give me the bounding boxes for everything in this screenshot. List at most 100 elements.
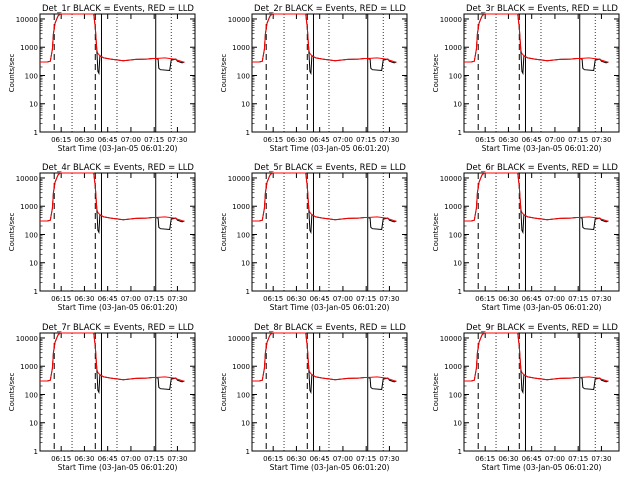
x-tick-label: 07:00 xyxy=(545,136,565,144)
x-axis-label: Start Time (03-Jan-05 06:01:20) xyxy=(58,303,178,312)
x-tick-label: 07:15 xyxy=(144,455,164,463)
x-axis-label: Start Time (03-Jan-05 06:01:20) xyxy=(482,463,602,472)
y-tick-label: 10 xyxy=(453,260,462,268)
y-tick-label: 1000 xyxy=(20,44,38,52)
y-tick-label: 100 xyxy=(449,72,462,80)
y-tick-label: 10000 xyxy=(228,16,250,24)
x-tick-label: 07:00 xyxy=(545,295,565,303)
y-tick-label: 1 xyxy=(34,288,38,296)
y-axis-label: Counts/sec xyxy=(8,213,16,252)
x-tick-label: 06:15 xyxy=(263,295,283,303)
x-tick-label: 07:30 xyxy=(167,136,187,144)
events-series-line xyxy=(252,172,397,235)
x-tick-label: 07:00 xyxy=(545,455,565,463)
x-tick-label: 06:30 xyxy=(286,455,306,463)
x-tick-label: 06:45 xyxy=(310,295,330,303)
y-tick-label: 10 xyxy=(453,101,462,109)
y-axis-label: Counts/sec xyxy=(432,213,440,252)
y-axis-label: Counts/sec xyxy=(220,213,228,252)
y-tick-label: 1000 xyxy=(232,203,250,211)
y-tick-label: 1000 xyxy=(20,203,38,211)
y-tick-label: 10 xyxy=(29,260,38,268)
x-tick-label: 06:45 xyxy=(522,136,542,144)
x-tick-label: 06:30 xyxy=(286,295,306,303)
y-tick-label: 100 xyxy=(237,391,250,399)
plot-frame xyxy=(39,332,196,452)
x-tick-label: 06:30 xyxy=(74,455,94,463)
x-axis-label: Start Time (03-Jan-05 06:01:20) xyxy=(482,144,602,153)
plot-frame xyxy=(463,172,620,292)
lld-series-line xyxy=(252,13,397,63)
x-tick-label: 06:45 xyxy=(522,295,542,303)
y-tick-label: 100 xyxy=(237,72,250,80)
y-tick-label: 10 xyxy=(29,420,38,428)
y-tick-label: 10000 xyxy=(228,175,250,183)
events-series-line xyxy=(464,332,609,395)
x-tick-label: 07:00 xyxy=(333,136,353,144)
chart-panel: Det_3r BLACK = Events, RED = LLD 1 10 100 10… xyxy=(432,4,620,153)
x-tick-label: 06:45 xyxy=(310,136,330,144)
y-tick-label: 1000 xyxy=(20,363,38,371)
x-axis-label: Start Time (03-Jan-05 06:01:20) xyxy=(482,303,602,312)
plot-frame xyxy=(251,172,408,292)
y-tick-label: 10000 xyxy=(16,175,38,183)
x-tick-label: 07:15 xyxy=(356,136,376,144)
y-tick-label: 1 xyxy=(458,448,462,456)
chart-panel: Det_5r BLACK = Events, RED = LLD 1 10 100 10… xyxy=(220,163,408,312)
chart-title: Det_9r BLACK = Events, RED = LLD xyxy=(466,323,618,333)
x-tick-label: 06:45 xyxy=(522,455,542,463)
x-tick-label: 07:30 xyxy=(591,455,611,463)
x-tick-label: 07:00 xyxy=(121,136,141,144)
y-tick-label: 1 xyxy=(458,129,462,137)
x-tick-label: 07:15 xyxy=(144,136,164,144)
x-axis-label: Start Time (03-Jan-05 06:01:20) xyxy=(270,144,390,153)
lld-series-line xyxy=(40,332,185,382)
x-tick-label: 07:30 xyxy=(379,295,399,303)
x-tick-label: 06:45 xyxy=(310,455,330,463)
x-tick-label: 07:15 xyxy=(356,455,376,463)
y-tick-label: 10000 xyxy=(440,16,462,24)
x-tick-label: 06:15 xyxy=(51,295,71,303)
y-tick-label: 1 xyxy=(246,129,250,137)
plot-frame xyxy=(39,13,196,133)
chart-panel: Det_6r BLACK = Events, RED = LLD 1 10 100 10… xyxy=(432,163,620,312)
x-tick-label: 07:30 xyxy=(379,455,399,463)
chart-panel: Det_8r BLACK = Events, RED = LLD 1 10 100 10… xyxy=(220,323,408,472)
x-tick-label: 06:30 xyxy=(498,455,518,463)
x-tick-label: 06:30 xyxy=(74,295,94,303)
x-tick-label: 06:15 xyxy=(475,295,495,303)
y-tick-label: 100 xyxy=(237,231,250,239)
y-tick-label: 100 xyxy=(25,391,38,399)
y-tick-label: 10000 xyxy=(440,175,462,183)
y-axis-label: Counts/sec xyxy=(432,373,440,412)
y-tick-label: 100 xyxy=(449,391,462,399)
x-tick-label: 06:15 xyxy=(475,136,495,144)
chart-title: Det_1r BLACK = Events, RED = LLD xyxy=(42,4,194,14)
y-tick-label: 10 xyxy=(453,420,462,428)
y-axis-label: Counts/sec xyxy=(220,373,228,412)
chart-title: Det_5r BLACK = Events, RED = LLD xyxy=(254,163,406,173)
chart-panel: Det_9r BLACK = Events, RED = LLD 1 10 100 10… xyxy=(432,323,620,472)
x-tick-label: 07:15 xyxy=(356,295,376,303)
lld-series-line xyxy=(40,13,185,63)
x-tick-label: 06:45 xyxy=(98,295,118,303)
lld-series-line xyxy=(252,332,397,382)
y-tick-label: 1 xyxy=(246,448,250,456)
events-series-line xyxy=(464,13,609,76)
x-axis-label: Start Time (03-Jan-05 06:01:20) xyxy=(270,303,390,312)
chart-panel: Det_1r BLACK = Events, RED = LLD 1 10 100 10… xyxy=(8,4,196,153)
lld-series-line xyxy=(40,172,185,222)
plot-frame xyxy=(251,332,408,452)
y-tick-label: 1 xyxy=(458,288,462,296)
events-series-line xyxy=(252,13,397,76)
x-tick-label: 06:15 xyxy=(263,136,283,144)
chart-title: Det_2r BLACK = Events, RED = LLD xyxy=(254,4,406,14)
y-tick-label: 10000 xyxy=(16,16,38,24)
chart-panel: Det_4r BLACK = Events, RED = LLD 1 10 100 10… xyxy=(8,163,196,312)
x-tick-label: 07:15 xyxy=(568,136,588,144)
events-series-line xyxy=(40,13,185,76)
x-tick-label: 06:15 xyxy=(51,455,71,463)
x-tick-label: 07:30 xyxy=(167,295,187,303)
chart-title: Det_6r BLACK = Events, RED = LLD xyxy=(466,163,618,173)
